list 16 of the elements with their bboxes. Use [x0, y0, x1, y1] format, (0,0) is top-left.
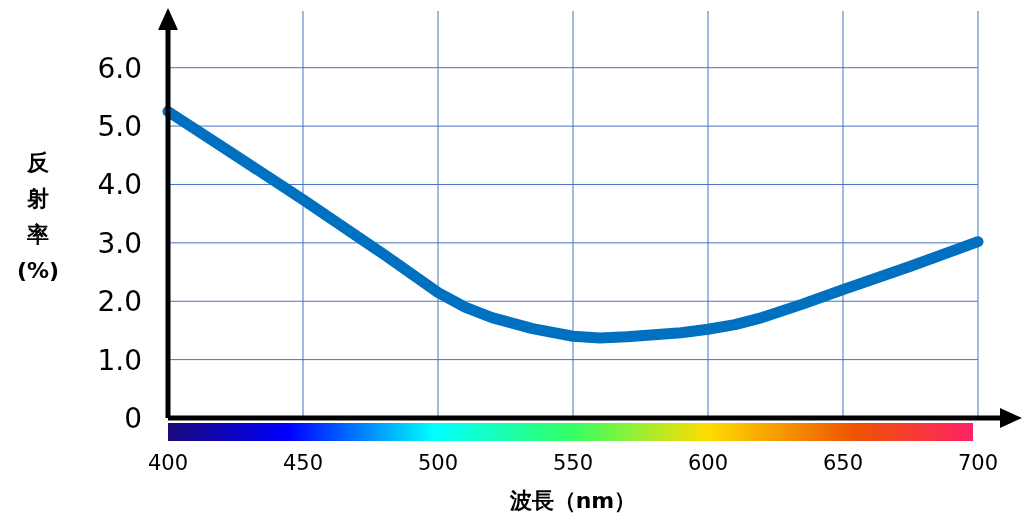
y-axis-title: 反射率(%) — [16, 150, 60, 283]
y-tick-label: 5.0 — [97, 110, 142, 144]
x-tick-label: 550 — [552, 451, 594, 475]
y-tick-label: 6.0 — [97, 51, 142, 85]
y-tick-label: 1.0 — [97, 343, 142, 377]
y-tick-label: 4.0 — [97, 168, 142, 202]
y-tick-label: 3.0 — [97, 226, 142, 260]
x-tick-label: 500 — [417, 451, 459, 475]
x-tick-label: 600 — [687, 451, 729, 475]
x-tick-label: 650 — [822, 451, 864, 475]
x-tick-label: 400 — [147, 451, 189, 475]
x-tick-label: 450 — [282, 451, 324, 475]
y-tick-label: 2.0 — [97, 285, 142, 319]
y-tick-label: 0 — [124, 402, 142, 435]
x-tick-label: 700 — [957, 451, 999, 475]
x-axis-title: 波長（nm） — [508, 488, 637, 513]
